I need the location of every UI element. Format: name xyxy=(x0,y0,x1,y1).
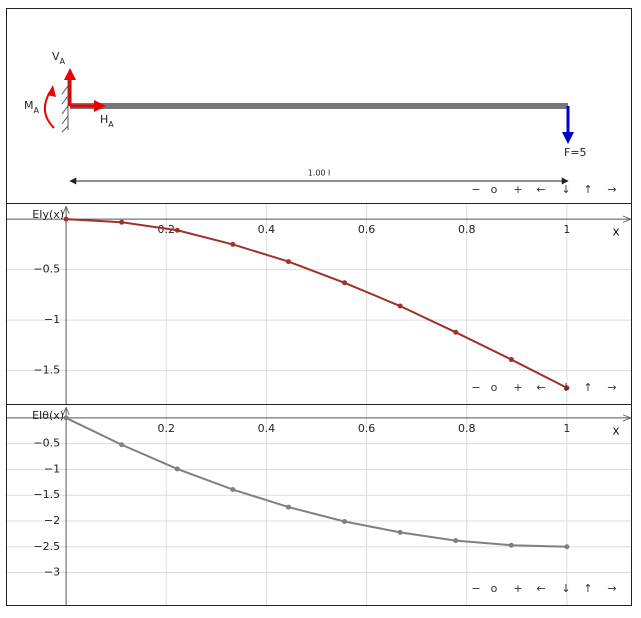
label: V xyxy=(52,50,60,63)
x-axis-label: x xyxy=(612,423,619,437)
reaction-m xyxy=(43,85,56,129)
curve xyxy=(65,417,567,548)
label-sub: A xyxy=(108,120,114,129)
y-axis-label: EIy(x) xyxy=(32,208,64,221)
y-tick-label: −0.5 xyxy=(33,263,60,276)
label-sub: A xyxy=(60,57,66,66)
point xyxy=(285,504,291,510)
label: H xyxy=(100,113,108,126)
nav-button[interactable]: + xyxy=(513,381,522,394)
x-axis-label: x xyxy=(612,225,619,239)
point xyxy=(564,385,570,391)
nav-button[interactable]: ↑ xyxy=(583,582,592,595)
reaction-h xyxy=(70,100,106,112)
point xyxy=(174,227,180,233)
x-tick-label: 1 xyxy=(563,223,570,236)
point xyxy=(63,216,69,222)
x-tick-label: 0.4 xyxy=(258,422,276,435)
reaction-label: VA xyxy=(52,50,66,66)
nav-button[interactable]: ← xyxy=(536,381,545,394)
point xyxy=(564,544,570,550)
nav-button[interactable]: o xyxy=(491,183,498,196)
y-tick-label: −1 xyxy=(44,462,60,475)
point xyxy=(342,519,348,525)
nav-button[interactable]: → xyxy=(607,183,616,196)
nav-button[interactable]: o xyxy=(491,381,498,394)
point xyxy=(397,303,403,309)
nav-button[interactable]: ← xyxy=(536,183,545,196)
y-tick-label: −1.5 xyxy=(33,364,60,377)
nav-button[interactable]: ↓ xyxy=(561,582,570,595)
reaction-v xyxy=(64,68,76,106)
nav-button[interactable]: − xyxy=(471,582,480,595)
point xyxy=(397,529,403,535)
wall-hatch xyxy=(61,80,69,133)
x-tick-label: 0.8 xyxy=(458,223,476,236)
x-tick-label: 0.2 xyxy=(158,422,176,435)
nav-button[interactable]: − xyxy=(471,381,480,394)
nav-button[interactable]: o xyxy=(491,582,498,595)
x-tick-label: 0.4 xyxy=(258,223,276,236)
reaction-label: HA xyxy=(100,113,114,129)
nav-button[interactable]: + xyxy=(513,582,522,595)
y-tick-label: −3 xyxy=(44,566,60,579)
nav-button[interactable]: ↓ xyxy=(561,381,570,394)
point xyxy=(508,357,514,363)
reaction-label: MA xyxy=(24,99,40,115)
dimension-label: 1.00 l xyxy=(308,169,331,178)
nav-button[interactable]: ← xyxy=(536,582,545,595)
panel-border xyxy=(6,203,632,405)
y-axis-label: EIθ(x) xyxy=(32,409,64,422)
x-tick-label: 0.6 xyxy=(358,223,376,236)
chart: 0.2 0.4 0.6 0.8 1 −0.5 −1 −1.5 −2 −2.5 −3 EIθ(x) x − o… xyxy=(6,404,632,606)
point xyxy=(63,415,69,421)
point xyxy=(285,259,291,265)
y-tick-label: −1 xyxy=(44,313,60,326)
nav-button[interactable]: → xyxy=(607,582,616,595)
panel-border xyxy=(6,404,632,606)
curve xyxy=(66,218,568,389)
x-tick-label: 1 xyxy=(563,422,570,435)
point xyxy=(453,538,459,544)
load-label: F=5 xyxy=(564,146,587,159)
point xyxy=(119,219,125,225)
point xyxy=(230,487,236,493)
point xyxy=(453,329,459,335)
x-tick-label: 0.8 xyxy=(458,422,476,435)
point xyxy=(119,442,125,448)
beam-panel: VA MA HA F=5 1.00 l xyxy=(6,8,632,204)
point xyxy=(230,241,236,247)
nav-button[interactable]: ↑ xyxy=(583,183,592,196)
x-tick-label: 0.6 xyxy=(358,422,376,435)
nav-button[interactable]: ↑ xyxy=(583,381,592,394)
label: M xyxy=(24,99,34,112)
y-tick-label: −0.5 xyxy=(33,437,60,450)
label-sub: A xyxy=(34,106,40,115)
y-tick-label: −2.5 xyxy=(33,540,60,553)
point xyxy=(508,542,514,548)
y-tick-label: −2 xyxy=(44,514,60,527)
nav-button[interactable]: → xyxy=(607,381,616,394)
point xyxy=(342,280,348,286)
nav-button[interactable]: ↓ xyxy=(561,183,570,196)
nav-button[interactable]: − xyxy=(471,183,480,196)
point xyxy=(174,466,180,472)
load-arrow xyxy=(562,106,574,144)
y-tick-label: −1.5 xyxy=(33,488,60,501)
nav-button[interactable]: + xyxy=(513,183,522,196)
